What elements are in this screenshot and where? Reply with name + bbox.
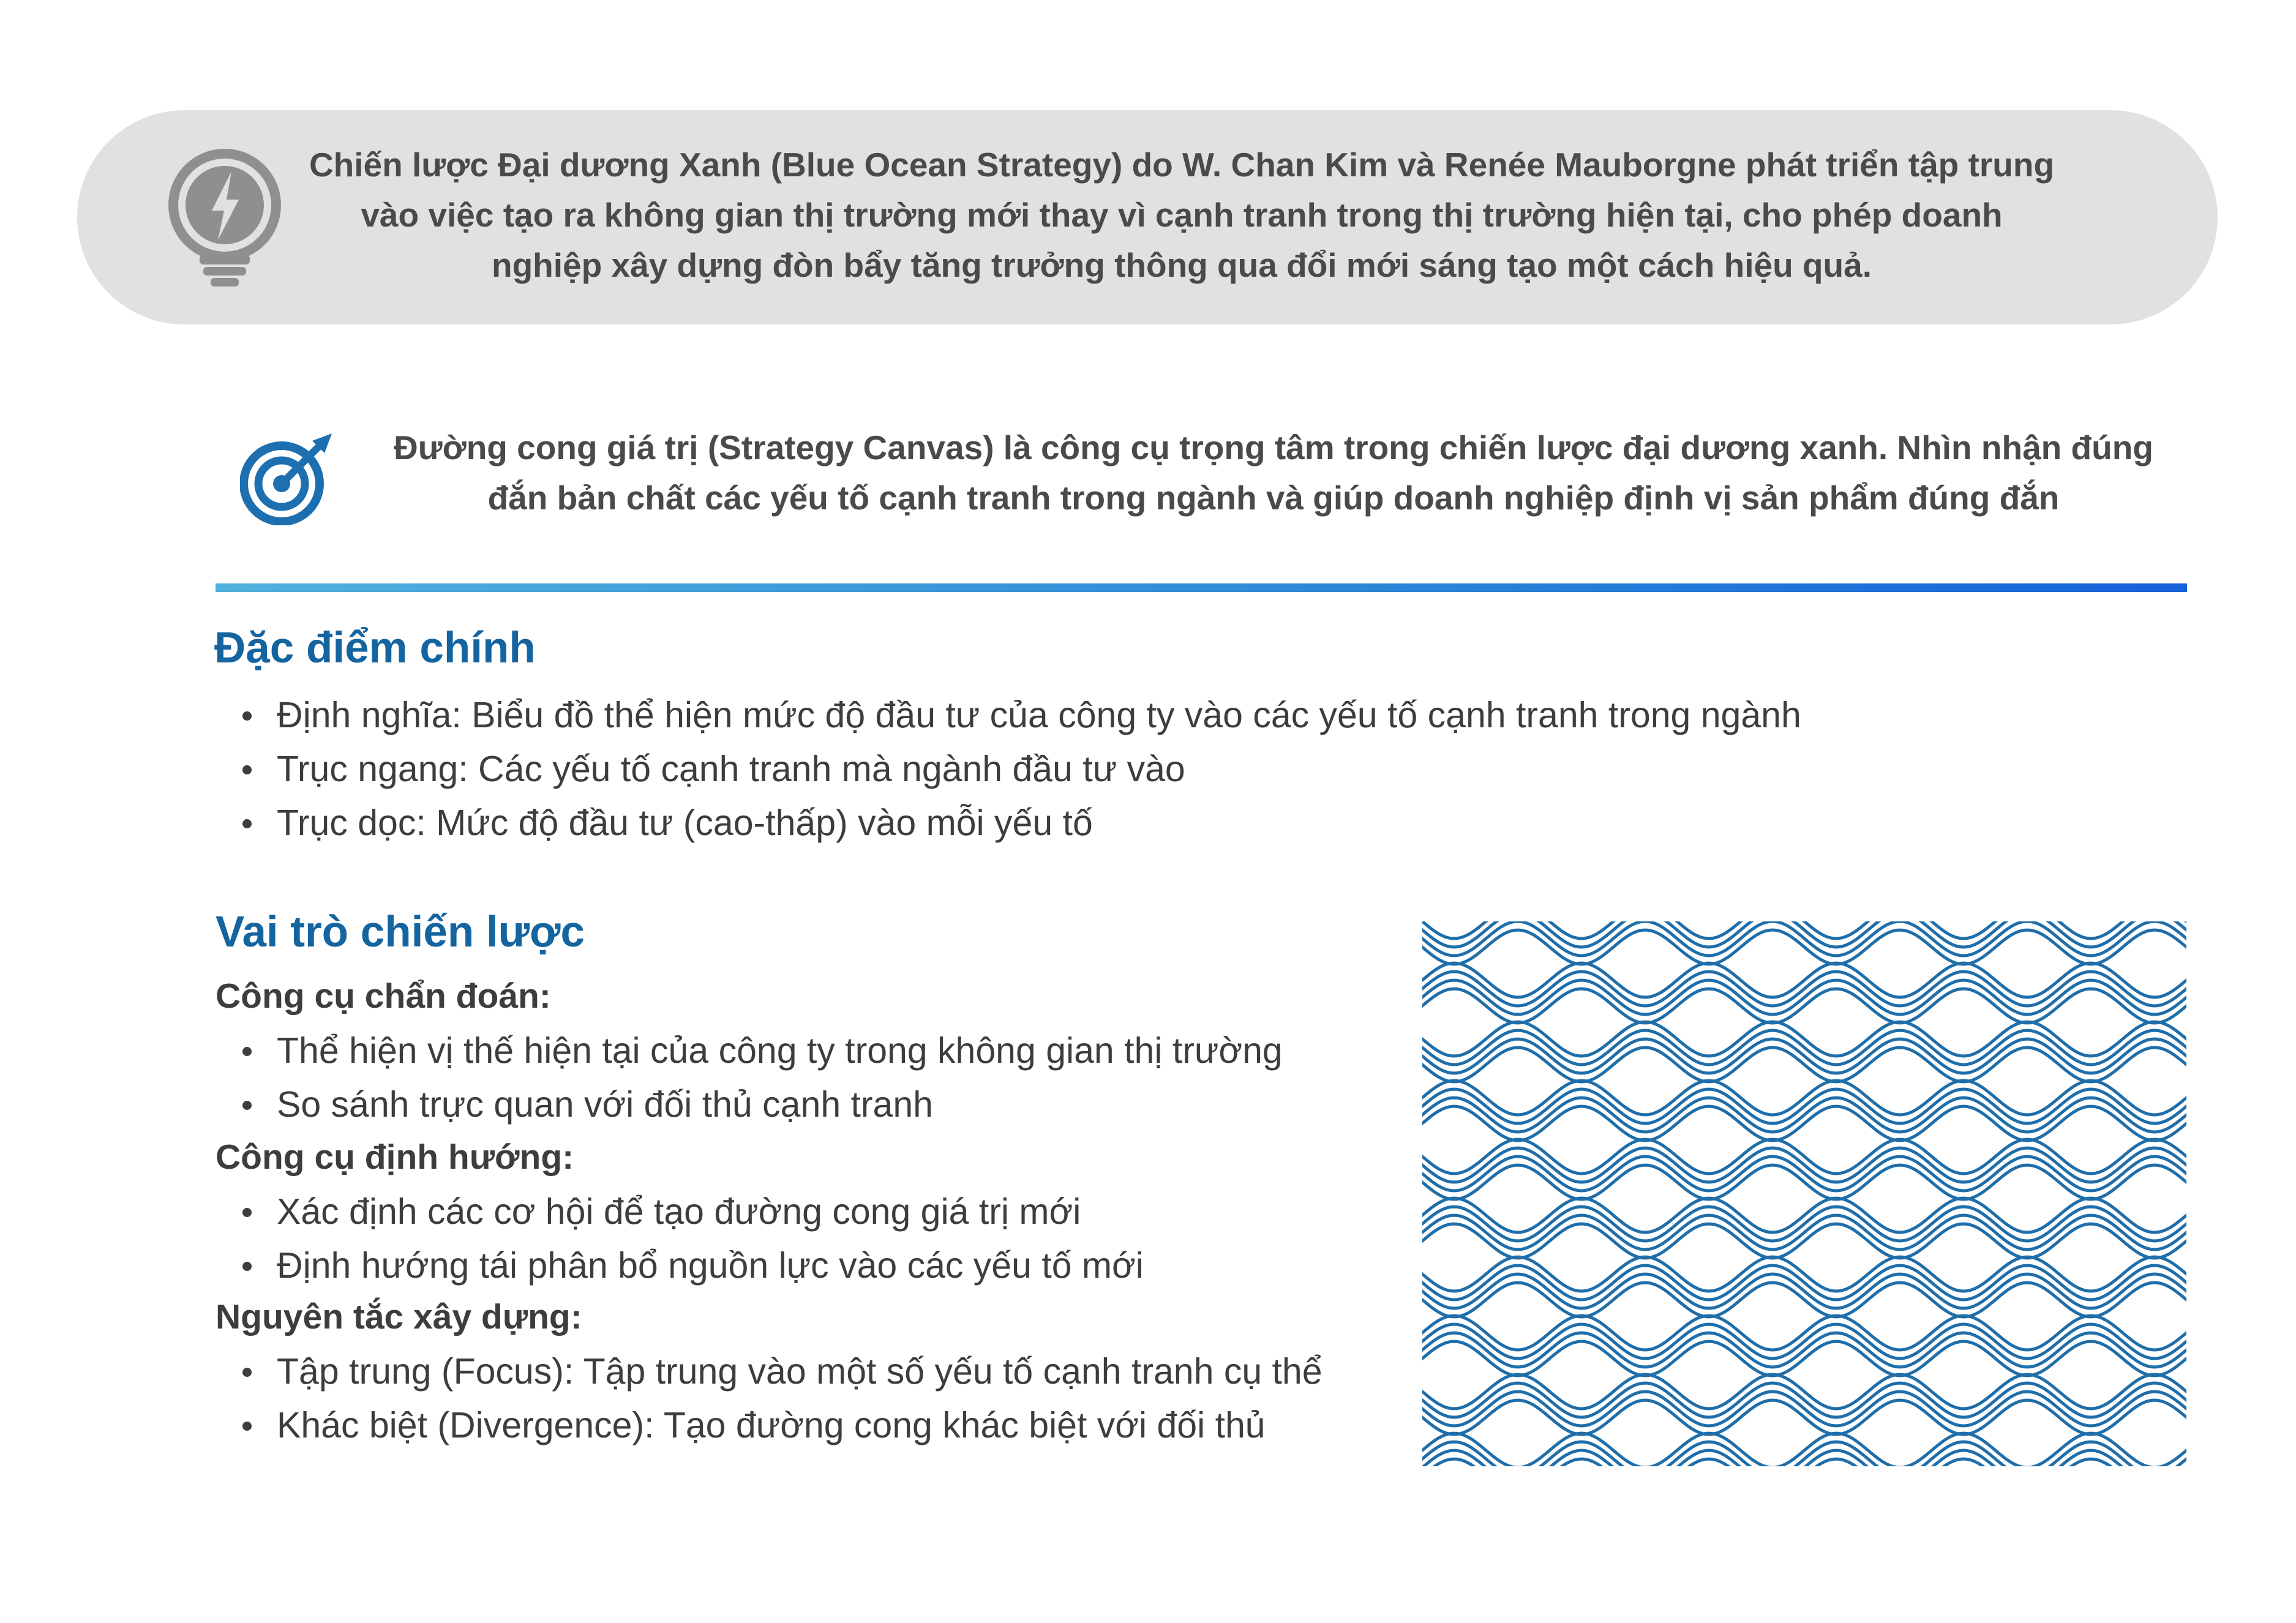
wave-line bbox=[1422, 1104, 2186, 1142]
wave-line bbox=[1422, 1398, 2186, 1436]
wave-line bbox=[1422, 1196, 2186, 1234]
wave-line bbox=[1422, 1431, 2186, 1466]
diagnostic-tool-list: Thể hiện vị thế hiện tại của công ty tro… bbox=[216, 1024, 1283, 1131]
wave-line bbox=[1422, 1340, 2186, 1377]
wave-line bbox=[1422, 1146, 2186, 1184]
list-item: Định hướng tái phân bổ nguồn lực vào các… bbox=[216, 1239, 1144, 1292]
wave-line bbox=[1422, 961, 2186, 999]
wave-line bbox=[1422, 1205, 2186, 1243]
wave-line bbox=[1422, 1222, 2186, 1260]
strategy-canvas-note: Đường cong giá trị (Strategy Canvas) là … bbox=[394, 429, 2153, 517]
wave-line bbox=[1422, 1046, 2186, 1084]
wave-line bbox=[1422, 1255, 2186, 1293]
wave-line bbox=[1422, 1440, 2186, 1466]
list-item: Trục dọc: Mức độ đầu tư (cao-thấp) vào m… bbox=[216, 796, 1801, 850]
target-arrow-icon bbox=[240, 433, 332, 525]
wave-line bbox=[1422, 978, 2186, 1016]
wave-line bbox=[1422, 1096, 2186, 1134]
list-item: Thể hiện vị thế hiện tại của công ty tro… bbox=[216, 1024, 1283, 1078]
orientation-tool-title: Công cụ định hướng: bbox=[216, 1138, 574, 1177]
intro-callout bbox=[77, 110, 2218, 324]
list-item: Trục ngang: Các yếu tố cạnh tranh mà ngà… bbox=[216, 742, 1801, 796]
list-item: So sánh trực quan với đối thủ cạnh tranh bbox=[216, 1078, 1283, 1131]
building-principles-list: Tập trung (Focus): Tập trung vào một số … bbox=[216, 1344, 1322, 1452]
lightbulb-bolt-icon bbox=[168, 149, 281, 287]
wave-line bbox=[1422, 1449, 2186, 1466]
roles-heading: Vai trò chiến lược bbox=[216, 908, 585, 956]
list-item: Tập trung (Focus): Tập trung vào một số … bbox=[216, 1344, 1322, 1398]
wave-line bbox=[1422, 921, 2186, 949]
wave-line bbox=[1422, 921, 2186, 940]
list-item: Định nghĩa: Biểu đồ thể hiện mức độ đầu … bbox=[216, 688, 1801, 742]
wave-line bbox=[1422, 987, 2186, 1025]
wave-line bbox=[1422, 1037, 2186, 1075]
list-item: Khác biệt (Divergence): Tạo đường cong k… bbox=[216, 1398, 1322, 1452]
list-item: Xác định các cơ hội để tạo đường cong gi… bbox=[216, 1185, 1144, 1239]
wave-line bbox=[1422, 1138, 2186, 1175]
wave-pattern-graphic bbox=[1422, 921, 2186, 1466]
wave-line bbox=[1422, 1322, 2186, 1360]
wave-line bbox=[1422, 1272, 2186, 1310]
wave-line bbox=[1422, 1331, 2186, 1369]
diagnostic-tool-title: Công cụ chẩn đoán: bbox=[216, 976, 551, 1016]
wave-line bbox=[1422, 1087, 2186, 1125]
wave-line bbox=[1422, 1373, 2186, 1411]
wave-line bbox=[1431, 1457, 2114, 1466]
wave-line bbox=[1422, 1029, 2186, 1066]
wave-line bbox=[1422, 1281, 2186, 1319]
wave-line bbox=[1422, 1381, 2186, 1419]
wave-line bbox=[1422, 1155, 2186, 1193]
intro-text: Chiến lược Đại dương Xanh (Blue Ocean St… bbox=[309, 146, 2055, 284]
building-principles-title: Nguyên tắc xây dựng: bbox=[216, 1297, 582, 1336]
wave-line bbox=[1422, 1020, 2186, 1058]
wave-line bbox=[1422, 921, 2186, 958]
wave-pattern-icon bbox=[1422, 921, 2186, 1466]
wave-line bbox=[1422, 1163, 2186, 1201]
wave-line bbox=[1422, 1264, 2186, 1302]
features-heading: Đặc điểm chính bbox=[214, 624, 536, 672]
wave-line bbox=[1422, 1314, 2186, 1352]
wave-line bbox=[1422, 1213, 2186, 1251]
wave-line bbox=[1422, 970, 2186, 1008]
wave-line bbox=[1422, 1079, 2186, 1117]
section-divider bbox=[216, 583, 2187, 592]
wave-line bbox=[1422, 928, 2186, 966]
wave-line bbox=[1422, 1390, 2186, 1428]
features-list: Định nghĩa: Biểu đồ thể hiện mức độ đầu … bbox=[216, 688, 1801, 850]
orientation-tool-list: Xác định các cơ hội để tạo đường cong gi… bbox=[216, 1185, 1144, 1292]
